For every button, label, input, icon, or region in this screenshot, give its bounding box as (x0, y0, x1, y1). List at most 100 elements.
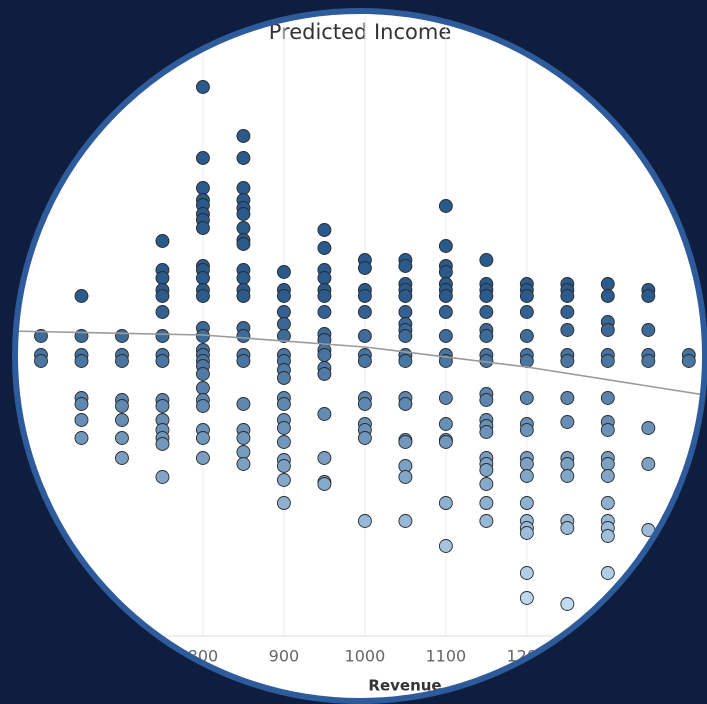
point (115, 329, 129, 343)
point (74, 354, 89, 368)
point (357, 514, 372, 528)
point (438, 289, 453, 303)
point (600, 469, 615, 483)
point (560, 457, 575, 471)
point (438, 417, 453, 431)
point (641, 354, 656, 368)
point (600, 391, 615, 405)
point (600, 496, 615, 510)
point (236, 129, 251, 143)
point (641, 289, 656, 303)
point (357, 329, 372, 343)
point (519, 329, 534, 343)
point (600, 529, 615, 543)
point (195, 451, 210, 465)
point (317, 289, 332, 303)
point (236, 221, 251, 235)
point (600, 289, 615, 303)
point (519, 566, 534, 580)
point (276, 496, 291, 510)
point (398, 435, 413, 449)
point (641, 457, 656, 471)
point (479, 477, 494, 491)
point (398, 354, 413, 368)
point (74, 397, 89, 411)
point (438, 391, 453, 405)
point (74, 413, 89, 427)
point (438, 305, 453, 319)
point (155, 399, 170, 413)
point (195, 181, 210, 195)
point (195, 431, 210, 445)
point (479, 393, 494, 407)
point (438, 539, 453, 553)
point (195, 80, 210, 94)
point (479, 463, 494, 477)
point (560, 354, 575, 368)
point (276, 421, 291, 435)
point (236, 431, 251, 445)
point (34, 354, 48, 368)
point (34, 329, 48, 343)
point (236, 271, 251, 285)
point (195, 289, 210, 303)
point (155, 305, 170, 319)
point (519, 496, 534, 510)
point (600, 354, 615, 368)
point (560, 469, 575, 483)
point (317, 407, 332, 421)
point (236, 397, 251, 411)
point (357, 305, 372, 319)
point (74, 329, 89, 343)
point (276, 265, 291, 279)
x-tick-label: 1000 (345, 647, 386, 666)
point (276, 317, 291, 331)
point (317, 451, 332, 465)
point (155, 234, 170, 248)
chart-title: Predicted Income (269, 20, 452, 44)
point (155, 470, 170, 484)
point (519, 457, 534, 471)
point (560, 305, 575, 319)
point (357, 354, 372, 368)
point (519, 391, 534, 405)
point (195, 381, 210, 395)
point (115, 354, 129, 368)
point (479, 425, 494, 439)
point (236, 457, 251, 471)
point (600, 323, 615, 337)
point (195, 221, 210, 235)
point (438, 435, 453, 449)
x-axis-label: Revenue (368, 677, 441, 695)
point (236, 237, 251, 251)
point (357, 261, 372, 275)
point (236, 329, 251, 343)
point (479, 496, 494, 510)
point (479, 289, 494, 303)
point (115, 431, 129, 445)
point (519, 423, 534, 437)
point (115, 399, 129, 413)
point (560, 521, 575, 535)
frame (12, 8, 707, 704)
point (479, 514, 494, 528)
point (317, 367, 332, 381)
point (479, 329, 494, 343)
point (276, 473, 291, 487)
point (317, 271, 332, 285)
point (74, 289, 89, 303)
point (398, 397, 413, 411)
point (317, 223, 332, 237)
point (155, 329, 170, 343)
point (398, 514, 413, 528)
x-tick-label: 1100 (426, 647, 467, 666)
point (519, 591, 534, 605)
point (276, 329, 291, 343)
point (276, 289, 291, 303)
point (276, 371, 291, 385)
trend-line (15, 330, 705, 396)
point (438, 199, 453, 213)
point (641, 323, 656, 337)
point (276, 459, 291, 473)
